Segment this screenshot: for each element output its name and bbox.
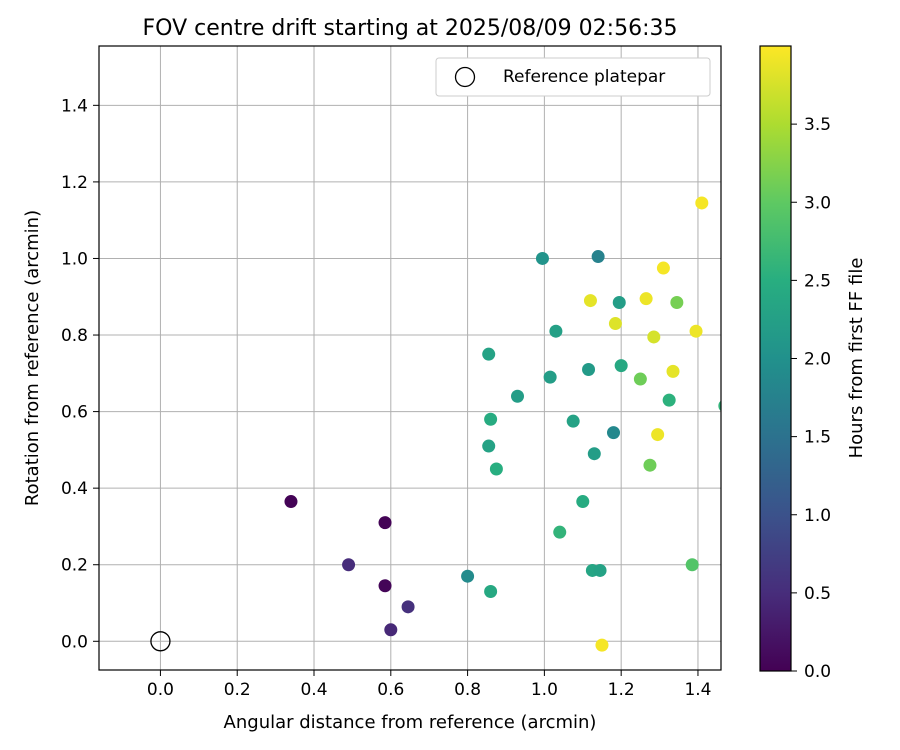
y-tick-label: 0.8 [61,326,88,346]
data-point [718,400,721,412]
data-point [685,558,699,572]
data-point [656,261,670,275]
y-tick-label: 0.0 [61,632,88,652]
data-point [553,525,567,539]
data-point [595,638,609,652]
y-tick-label: 1.2 [61,173,88,193]
x-axis-ticks: 0.0 0.2 0.4 0.6 0.8 1.0 1.2 1.4 [147,670,711,700]
data-point [606,426,620,440]
data-point [587,447,601,461]
data-point [484,585,498,599]
x-axis-label: Angular distance from reference (arcmin) [224,712,597,733]
data-point [401,600,415,614]
data-point [670,295,684,309]
x-tick-label: 1.4 [684,680,711,700]
y-tick-label: 1.0 [61,249,88,269]
x-tick-label: 0.2 [224,680,251,700]
data-point [284,495,298,509]
x-tick-label: 0.6 [377,680,404,700]
data-point [549,324,563,338]
data-point [566,414,580,428]
data-point [378,516,392,530]
data-point [689,324,703,338]
legend-marker-icon [454,66,476,88]
data-point [482,347,496,361]
data-point [582,362,596,376]
grid [99,46,721,670]
data-point [695,196,709,210]
colorbar-tick-label: 2.5 [804,271,831,291]
colorbar-tick-label: 3.5 [804,115,831,135]
legend-label: Reference platepar [503,67,665,87]
data-point [662,393,676,407]
colorbar-tick-label: 3.0 [804,193,831,213]
y-tick-label: 0.4 [61,479,88,499]
data-point [643,458,657,472]
chart-title: FOV centre drift starting at 2025/08/09 … [143,16,678,41]
data-point [511,389,525,403]
data-point [591,250,605,264]
data-point [461,569,475,583]
colorbar-tick-label: 2.0 [804,350,831,370]
data-point [612,295,626,309]
colorbar-tick-label: 1.0 [804,506,831,526]
data-point [593,563,607,577]
data-point [489,462,503,476]
reference-marker [150,631,171,652]
x-tick-label: 1.2 [608,680,635,700]
data-point [378,579,392,593]
data-point [614,359,628,373]
data-point [651,428,665,442]
legend-box [435,57,711,97]
data-point [535,251,549,265]
plot-frame [98,45,722,671]
colorbar-tick-label: 1.5 [804,428,831,448]
data-point [633,372,647,386]
reference-point [150,631,171,652]
y-axis-label: Rotation from reference (arcmin) [22,210,43,506]
y-tick-label: 0.2 [61,556,88,576]
data-point [647,330,661,344]
data-point [543,370,557,384]
y-tick-label: 1.4 [61,96,88,116]
data-point [583,294,597,308]
data-point [342,558,356,572]
y-tick-label: 0.6 [61,403,88,423]
legend: Reference platepar [435,57,711,97]
data-point [484,412,498,426]
x-tick-label: 0.4 [300,680,327,700]
x-tick-label: 1.0 [531,680,558,700]
data-point [482,439,496,453]
colorbar-ticks: 0.0 0.5 1.0 1.5 2.0 2.5 3.0 3.5 [791,115,831,682]
data-point [576,495,590,509]
colorbar-tick-label: 0.5 [804,584,831,604]
x-tick-label: 0.8 [454,680,481,700]
data-point [384,623,398,637]
colorbar [759,45,792,672]
data-point [666,364,680,378]
data-point [639,292,653,306]
x-tick-label: 0.0 [147,680,174,700]
y-axis-ticks: 0.0 0.2 0.4 0.6 0.8 1.0 1.2 1.4 [61,96,99,652]
colorbar-label: Hours from first FF file [846,258,867,459]
data-point [608,317,622,331]
data-points [284,196,721,652]
colorbar-tick-label: 0.0 [804,662,831,682]
